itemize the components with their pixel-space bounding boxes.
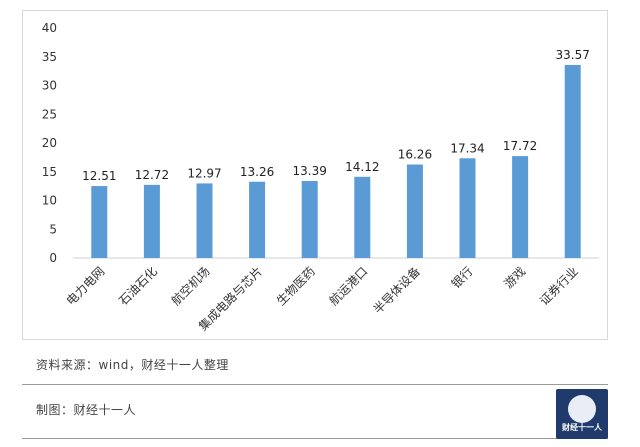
bar-value-label: 12.97 — [187, 166, 221, 180]
category-label: 证券行业 — [536, 264, 581, 309]
y-tick-label: 40 — [42, 21, 57, 35]
category-label: 银行 — [449, 264, 476, 291]
y-tick-label: 35 — [42, 50, 57, 64]
chart-frame: 0 5 10 15 20 25 30 35 40 12.51 电力电网 12.72 石油石化 12.97 航… — [22, 10, 608, 340]
bar-value-label: 13.26 — [240, 165, 274, 179]
bar-value-label: 17.72 — [503, 139, 537, 153]
bar-value-label: 33.57 — [556, 48, 590, 62]
y-tick-label: 5 — [49, 222, 57, 236]
category-label: 电力电网 — [64, 264, 108, 308]
y-tick-label: 15 — [42, 165, 57, 179]
bar-value-label: 17.34 — [450, 141, 484, 155]
category-label: 半导体设备 — [371, 264, 423, 316]
y-tick-label: 20 — [42, 136, 57, 150]
bar-value-label: 14.12 — [345, 160, 379, 174]
y-tick-label: 30 — [42, 79, 57, 93]
bar — [564, 64, 581, 258]
bar — [196, 183, 213, 258]
y-tick-label: 0 — [49, 251, 57, 265]
bar-value-label: 16.26 — [398, 148, 432, 162]
bar-value-label: 12.51 — [82, 169, 116, 183]
category-label: 航运港口 — [326, 264, 371, 309]
source-note: 资料来源：wind，财经十一人整理 — [36, 358, 229, 372]
bar — [143, 184, 160, 258]
y-tick-label: 25 — [42, 107, 57, 121]
brand-logo: 财经十一人 — [556, 389, 608, 439]
bar-value-label: 13.39 — [293, 164, 327, 178]
bar-chart: 0 5 10 15 20 25 30 35 40 12.51 电力电网 12.72 石油石化 12.97 航… — [42, 21, 599, 334]
divider-bottom — [22, 438, 608, 439]
bar-value-label: 12.72 — [135, 168, 169, 182]
category-label: 航空机场 — [168, 264, 213, 309]
bar — [91, 186, 108, 258]
y-tick-label: 10 — [42, 194, 57, 208]
category-label: 生物医药 — [274, 264, 318, 308]
category-label: 石油石化 — [116, 264, 160, 308]
bar — [459, 158, 476, 258]
bar — [301, 181, 318, 258]
bar — [406, 164, 423, 258]
globe-icon — [568, 395, 596, 423]
bar — [354, 176, 371, 258]
category-label: 游戏 — [501, 264, 528, 291]
bar — [249, 181, 266, 258]
logo-label: 财经十一人 — [562, 423, 602, 432]
divider-top — [22, 384, 608, 385]
bar — [512, 156, 529, 258]
credit-note: 制图：财经十一人 — [36, 403, 137, 417]
